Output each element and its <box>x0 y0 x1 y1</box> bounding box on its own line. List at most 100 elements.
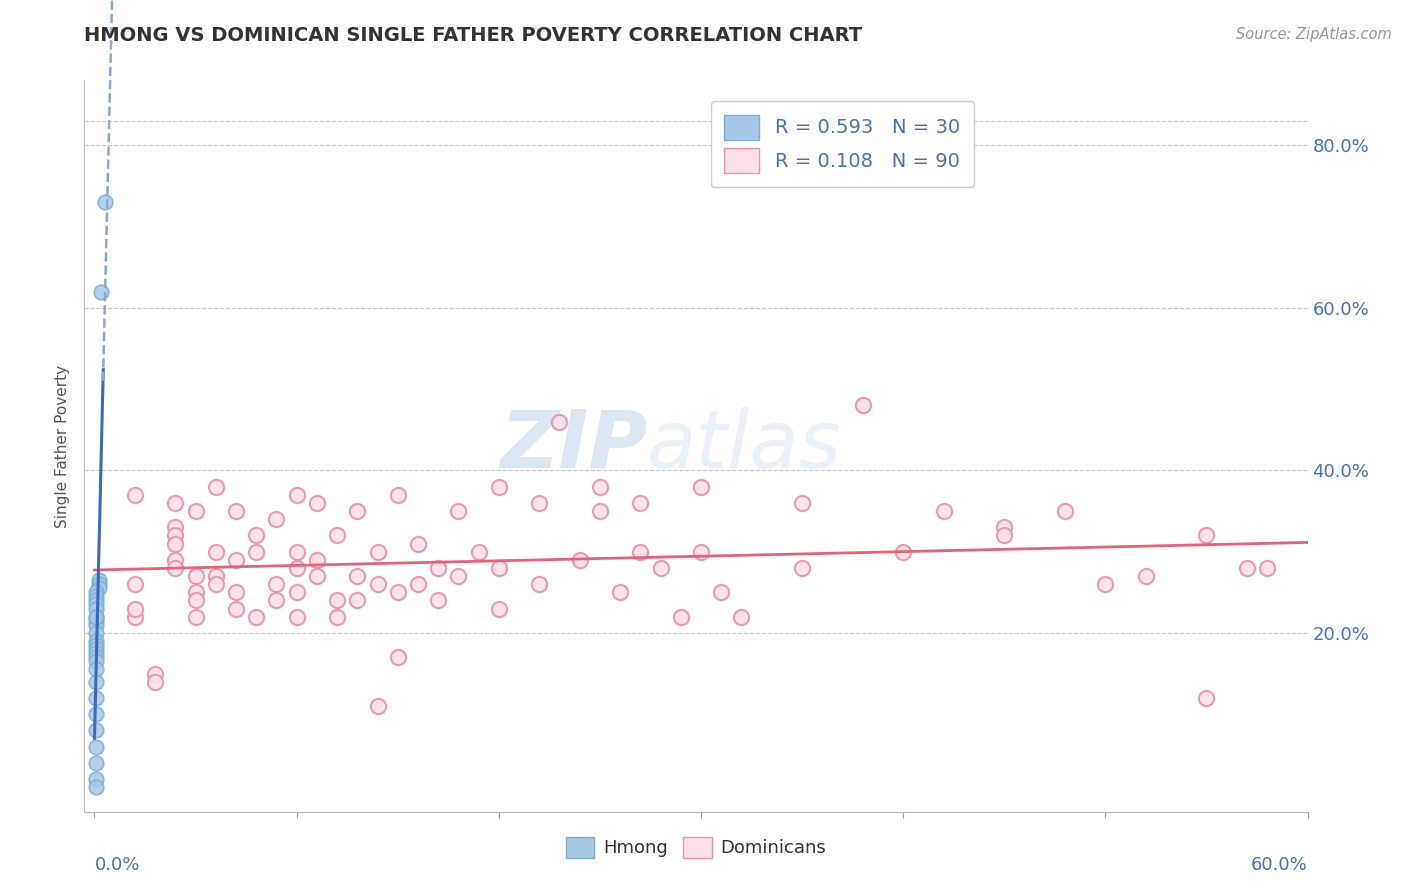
Point <box>245 609 267 624</box>
Point <box>387 585 409 599</box>
Text: 0.0%: 0.0% <box>94 856 139 874</box>
Point <box>184 609 207 624</box>
Point <box>367 577 389 591</box>
Point <box>1195 528 1218 542</box>
Point <box>245 544 267 558</box>
Text: atlas: atlas <box>647 407 842 485</box>
Point <box>589 480 612 494</box>
Point <box>165 520 187 534</box>
Point <box>1236 561 1258 575</box>
Point <box>165 528 187 542</box>
Point <box>1053 504 1076 518</box>
Point <box>367 699 389 714</box>
Point <box>204 577 226 591</box>
Point <box>730 609 752 624</box>
Point <box>86 780 108 795</box>
Point <box>124 601 146 615</box>
Point <box>427 561 450 575</box>
Point <box>86 739 108 754</box>
Point <box>932 504 955 518</box>
Point <box>86 617 108 632</box>
Point <box>628 496 651 510</box>
Point <box>790 496 813 510</box>
Point <box>305 569 328 583</box>
Point <box>124 609 146 624</box>
Point <box>225 553 247 567</box>
Point <box>86 593 108 607</box>
Point <box>710 585 733 599</box>
Point <box>204 544 226 558</box>
Point <box>266 593 288 607</box>
Point <box>387 650 409 665</box>
Point <box>367 544 389 558</box>
Point <box>406 536 429 550</box>
Point <box>93 195 115 210</box>
Point <box>548 415 571 429</box>
Point <box>488 480 510 494</box>
Point <box>285 585 308 599</box>
Point <box>184 504 207 518</box>
Point <box>891 544 914 558</box>
Point <box>225 601 247 615</box>
Point <box>346 504 368 518</box>
Point <box>467 544 489 558</box>
Point <box>86 663 108 677</box>
Point <box>285 609 308 624</box>
Point <box>326 528 349 542</box>
Point <box>690 544 713 558</box>
Point <box>87 573 110 587</box>
Point <box>86 646 108 660</box>
Point <box>86 634 108 648</box>
Point <box>86 642 108 657</box>
Point <box>86 707 108 722</box>
Point <box>165 536 187 550</box>
Point <box>406 577 429 591</box>
Point <box>387 488 409 502</box>
Point <box>86 690 108 705</box>
Point <box>609 585 631 599</box>
Point <box>266 512 288 526</box>
Point <box>790 561 813 575</box>
Point <box>447 569 470 583</box>
Point <box>184 569 207 583</box>
Point <box>669 609 692 624</box>
Point <box>204 569 226 583</box>
Text: HMONG VS DOMINICAN SINGLE FATHER POVERTY CORRELATION CHART: HMONG VS DOMINICAN SINGLE FATHER POVERTY… <box>84 26 862 45</box>
Point <box>165 561 187 575</box>
Point <box>184 585 207 599</box>
Point <box>326 593 349 607</box>
Point <box>86 756 108 770</box>
Point <box>86 772 108 787</box>
Point <box>285 488 308 502</box>
Point <box>143 666 166 681</box>
Point <box>86 626 108 640</box>
Legend: Hmong, Dominicans: Hmong, Dominicans <box>558 830 834 865</box>
Point <box>488 561 510 575</box>
Point <box>690 480 713 494</box>
Point <box>993 528 1015 542</box>
Point <box>266 577 288 591</box>
Text: ZIP: ZIP <box>499 407 647 485</box>
Point <box>90 285 112 299</box>
Point <box>305 553 328 567</box>
Point <box>165 496 187 510</box>
Point <box>184 593 207 607</box>
Point <box>305 496 328 510</box>
Point <box>993 520 1015 534</box>
Point <box>86 614 108 628</box>
Point <box>1256 561 1278 575</box>
Point <box>529 577 551 591</box>
Point <box>86 650 108 665</box>
Point <box>1135 569 1157 583</box>
Point <box>225 585 247 599</box>
Point <box>87 581 110 595</box>
Y-axis label: Single Father Poverty: Single Father Poverty <box>55 365 70 527</box>
Point <box>529 496 551 510</box>
Point <box>86 638 108 652</box>
Point <box>285 544 308 558</box>
Point <box>204 480 226 494</box>
Point <box>1094 577 1116 591</box>
Point <box>87 577 110 591</box>
Point <box>86 654 108 668</box>
Point <box>86 723 108 738</box>
